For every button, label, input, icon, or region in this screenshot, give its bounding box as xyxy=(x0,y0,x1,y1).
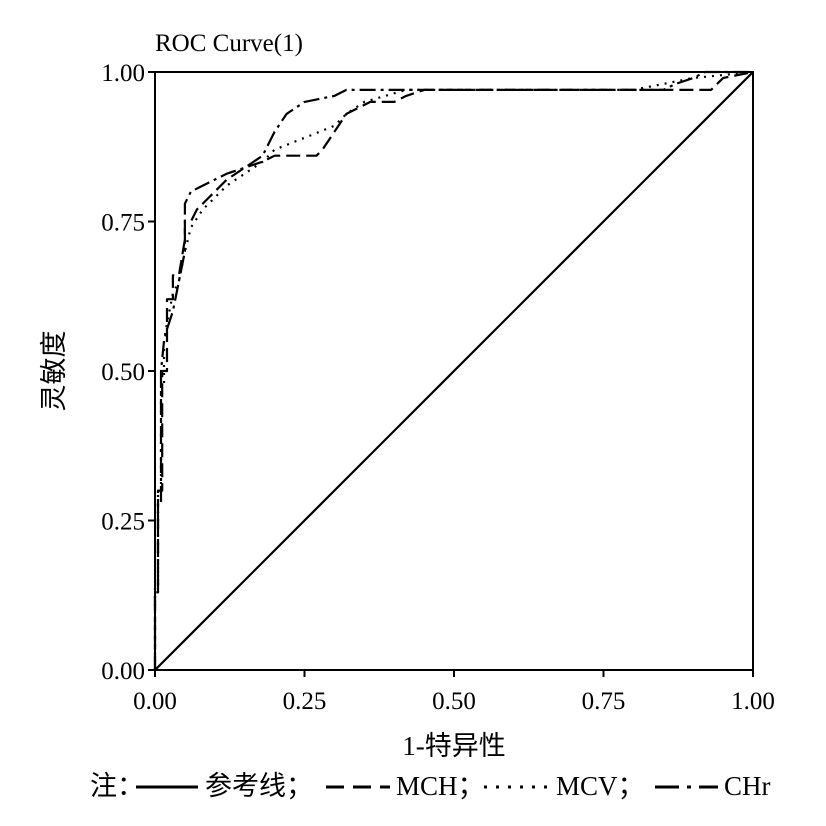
legend: 注： 参考线； MCH； MCV； CHr xyxy=(90,771,771,801)
legend-label-mcv: MCV； xyxy=(556,771,645,801)
x-tick-label: 0.00 xyxy=(133,688,177,715)
tick-layer: 0.00 0.25 0.50 0.75 1.00 0.00 0.25 0.50 0.75 1.00 xyxy=(101,60,775,715)
legend-label-reference: 参考线； xyxy=(205,771,313,801)
y-tick-label: 0.75 xyxy=(101,210,145,237)
legend-prefix: 注： xyxy=(90,771,144,801)
series-layer xyxy=(153,70,754,671)
reference-line xyxy=(154,71,754,671)
y-axis-label: 灵敏度 xyxy=(39,331,69,412)
y-tick-label: 1.00 xyxy=(101,60,145,87)
x-tick-label: 0.25 xyxy=(283,688,327,715)
y-tick-label: 0.25 xyxy=(101,509,145,536)
legend-label-mch: MCH； xyxy=(396,771,485,801)
y-tick-label: 0.50 xyxy=(101,359,145,386)
x-axis-label: 1-特异性 xyxy=(402,731,506,761)
chart-title: ROC Curve(1) xyxy=(155,30,303,57)
mch-curve xyxy=(153,70,754,670)
y-tick-label: 0.00 xyxy=(101,658,145,685)
x-tick-label: 0.50 xyxy=(432,688,476,715)
legend-label-chr: CHr xyxy=(724,771,771,801)
x-tick-label: 0.75 xyxy=(582,688,626,715)
x-tick-label: 1.00 xyxy=(731,688,775,715)
